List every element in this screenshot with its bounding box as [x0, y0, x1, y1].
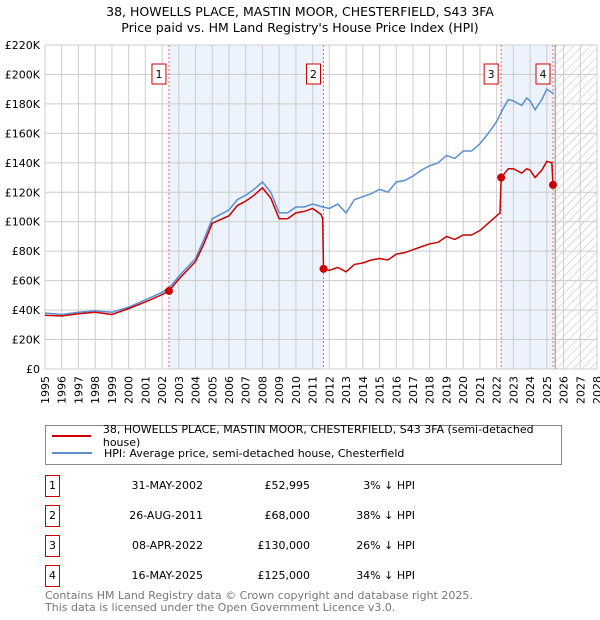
- x-tick-label: 2010: [290, 376, 303, 404]
- y-tick-label: £0: [26, 363, 40, 376]
- x-tick-label: 2001: [139, 376, 152, 404]
- chart-title: 38, HOWELLS PLACE, MASTIN MOOR, CHESTERF…: [106, 4, 494, 19]
- sale-label-box: [483, 63, 499, 85]
- sale-date: 26-AUG-2011: [129, 509, 203, 522]
- x-tick-label: 2025: [541, 376, 554, 404]
- sale-number: 1: [45, 475, 60, 497]
- sale-price: £52,995: [264, 479, 311, 492]
- y-tick-label: £140K: [5, 157, 41, 170]
- y-tick-label: £80K: [12, 245, 41, 258]
- y-tick-label: £20K: [12, 334, 41, 347]
- y-tick-label: £160K: [5, 127, 41, 140]
- x-tick-label: 1999: [106, 376, 119, 404]
- x-tick-label: 2006: [223, 376, 236, 404]
- sale-point: [497, 173, 506, 182]
- table-row: 1 31-MAY-2002 £52,995 3% ↓ HPI: [45, 475, 545, 497]
- footer-licence: This data is licensed under the Open Gov…: [45, 600, 396, 614]
- sale-date: 31-MAY-2002: [131, 479, 203, 492]
- x-tick-label: 2021: [474, 376, 487, 404]
- sale-hpi-diff: 26% ↓ HPI: [356, 539, 415, 552]
- legend-line-blue: [52, 452, 92, 454]
- forecast-hatch: [555, 45, 597, 369]
- x-tick-label: 2003: [173, 376, 186, 404]
- hpi-line: [44, 88, 554, 316]
- x-tick-label: 2027: [574, 376, 587, 404]
- table-row: 4 16-MAY-2025 £125,000 34% ↓ HPI: [45, 565, 545, 587]
- x-tick-label: 2020: [457, 376, 470, 404]
- sale-point: [164, 286, 173, 295]
- x-tick-label: 1997: [72, 376, 85, 404]
- y-tick-label: £120K: [5, 186, 41, 199]
- sale-label: 4: [540, 68, 547, 81]
- x-tick-label: 2004: [190, 376, 203, 404]
- y-tick-label: £180K: [5, 98, 41, 111]
- footer-copyright: Contains HM Land Registry data © Crown c…: [45, 589, 473, 602]
- sale-price: £68,000: [264, 509, 311, 522]
- sale-date: 16-MAY-2025: [131, 569, 203, 582]
- chart-subtitle: Price paid vs. HM Land Registry's House …: [121, 20, 479, 35]
- x-tick-label: 2019: [440, 376, 453, 404]
- sale-point: [319, 264, 328, 273]
- x-tick-label: 2026: [558, 376, 571, 404]
- x-tick-label: 2002: [156, 376, 169, 404]
- legend: 38, HOWELLS PLACE, MASTIN MOOR, CHESTERF…: [45, 423, 562, 465]
- table-row: 3 08-APR-2022 £130,000 26% ↓ HPI: [45, 535, 545, 557]
- x-tick-label: 2017: [407, 376, 420, 404]
- sale-hpi-diff: 38% ↓ HPI: [356, 509, 415, 522]
- x-tick-label: 2008: [256, 376, 269, 404]
- x-tick-label: 1998: [89, 376, 102, 404]
- x-tick-label: 2000: [123, 376, 136, 404]
- sale-hpi-diff: 34% ↓ HPI: [356, 569, 415, 582]
- price-chart: 1995 1996 1997 1998 1999 2000 2001 2002 2003 2004…: [5, 39, 600, 404]
- x-tick-label: 1996: [56, 376, 69, 404]
- x-tick-label: 2015: [374, 376, 387, 404]
- x-tick-label: 2028: [591, 376, 600, 404]
- sale-point: [549, 180, 558, 189]
- sale-date: 08-APR-2022: [131, 539, 203, 552]
- sale-number: 4: [45, 565, 60, 587]
- sale-price: £130,000: [257, 539, 311, 552]
- sale-label-box: [535, 63, 551, 85]
- sale-hpi-diff: 3% ↓ HPI: [363, 479, 415, 492]
- legend-label: 38, HOWELLS PLACE, MASTIN MOOR, CHESTERF…: [102, 423, 534, 449]
- x-tick-label: 2007: [240, 376, 253, 404]
- y-tick-label: £40K: [12, 304, 41, 317]
- sale-label-box: [306, 63, 322, 85]
- x-tick-label: 2014: [357, 376, 370, 404]
- x-tick-label: 2024: [524, 376, 537, 404]
- sale-label: 2: [310, 68, 317, 81]
- x-tick-label: 2022: [491, 376, 504, 404]
- sale-number: 2: [45, 505, 60, 527]
- legend-line-red: [52, 435, 91, 437]
- x-tick-label: 1995: [39, 376, 52, 404]
- legend-label: HPI: Average price, semi-detached house,…: [104, 446, 405, 460]
- footer: Contains HM Land Registry data © Crown c…: [45, 590, 473, 613]
- y-tick-label: £220K: [5, 39, 41, 52]
- x-tick-label: 2023: [507, 376, 520, 404]
- x-tick-label: 2016: [390, 376, 403, 404]
- sale-label-box: [151, 63, 167, 85]
- sale-label: 1: [155, 68, 162, 81]
- sale-number: 3: [45, 535, 60, 557]
- x-tick-label: 2005: [206, 376, 219, 404]
- table-row: 2 26-AUG-2011 £68,000 38% ↓ HPI: [45, 505, 545, 527]
- x-tick-label: 2009: [273, 376, 286, 404]
- legend-item-hpi: HPI: Average price, semi-detached house,…: [46, 445, 404, 461]
- y-tick-label: £60K: [12, 275, 41, 288]
- x-tick-label: 2013: [340, 376, 353, 404]
- sale-label: 3: [488, 68, 495, 81]
- x-tick-label: 2011: [307, 376, 320, 404]
- y-tick-label: £100K: [5, 216, 41, 229]
- legend-item-property: 38, HOWELLS PLACE, MASTIN MOOR, CHESTERF…: [46, 423, 561, 449]
- y-tick-label: £200K: [5, 68, 41, 81]
- sale-price: £125,000: [257, 569, 311, 582]
- x-tick-label: 2012: [323, 376, 336, 404]
- x-tick-label: 2018: [424, 376, 437, 404]
